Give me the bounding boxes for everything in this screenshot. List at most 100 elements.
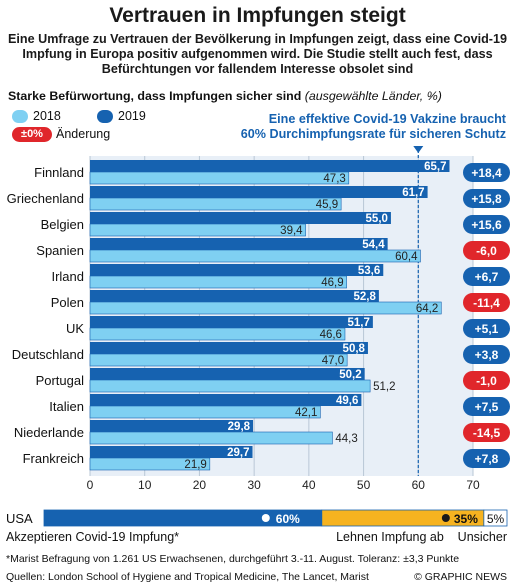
change-badge [463, 319, 510, 338]
value-label-2019: 55,0 [366, 213, 388, 225]
usa-segment-name: Akzeptieren Covid-19 Impfung* [6, 530, 179, 544]
value-label-2018: 60,4 [395, 251, 418, 263]
category-label: Niederlande [14, 425, 84, 440]
category-label: Belgien [41, 217, 84, 232]
x-tick-label: 70 [466, 478, 480, 492]
usa-label: USA [6, 511, 33, 526]
legend-swatch-2019 [97, 110, 113, 123]
value-label-2018: 46,6 [320, 329, 342, 341]
usa-marker-reject [441, 514, 450, 522]
value-label-2018: 21,9 [184, 459, 206, 471]
value-label-2019: 61,7 [402, 187, 424, 199]
value-label-2019: 50,2 [339, 369, 361, 381]
change-badge [463, 449, 510, 468]
x-tick-label: 20 [193, 478, 207, 492]
bar-2018 [89, 301, 442, 315]
bar-2019 [90, 238, 388, 250]
usa-segment-name: Unsicher [458, 530, 507, 544]
legend-change-label: Änderung [56, 127, 111, 141]
category-label: UK [66, 321, 84, 336]
change-label: +18,4 [471, 166, 502, 180]
subtitle-bold: Starke Befürwortung, dass Impfungen sich… [8, 89, 302, 103]
usa-value-label: 35% [454, 512, 478, 526]
bar-2018 [89, 431, 333, 445]
change-label: +3,8 [475, 348, 499, 362]
value-label-2018: 64,2 [416, 303, 438, 315]
bar-2019 [90, 186, 428, 198]
category-label: Portugal [36, 373, 85, 388]
bar-2019 [90, 368, 365, 380]
usa-value-label: 5% [487, 512, 505, 526]
value-label-2018: 51,2 [373, 381, 395, 393]
value-label-2018: 39,4 [280, 225, 303, 237]
usa-footnote: *Marist Befragung von 1.261 US Erwachsen… [6, 553, 460, 565]
x-tick-label: 0 [87, 478, 94, 492]
bar-2018 [89, 275, 347, 289]
usa-segment [483, 509, 508, 527]
subtitle-italic: (ausgewählte Länder, %) [304, 89, 442, 103]
bar-2018 [89, 223, 306, 237]
value-label-2019: 49,6 [336, 395, 358, 407]
category-label: Polen [51, 295, 84, 310]
bar-2019 [90, 290, 379, 302]
x-tick-label: 50 [357, 478, 371, 492]
page-title: Vertrauen in Impfungen steigt [109, 4, 406, 27]
intro-text: Eine Umfrage zu Vertrauen der Bevölkerun… [8, 32, 507, 76]
value-label-2019: 53,6 [358, 265, 380, 277]
value-label-2018: 42,1 [295, 407, 317, 419]
legend-change-badge: ±0% [12, 127, 52, 142]
x-tick-label: 40 [302, 478, 316, 492]
value-label-2018: 45,9 [316, 199, 338, 211]
category-label: Irland [51, 269, 84, 284]
category-label: Spanien [36, 243, 84, 258]
bar-2019 [90, 264, 384, 276]
change-badge [463, 397, 510, 416]
usa-value-label: 60% [276, 512, 300, 526]
source-text: Quellen: London School of Hygiene and Tr… [6, 571, 369, 583]
change-badge [463, 189, 510, 208]
chart-subtitle: Starke Befürwortung, dass Impfungen sich… [8, 89, 508, 103]
value-label-2018: 47,3 [323, 173, 345, 185]
bar-2019 [90, 420, 254, 432]
bar-2018 [89, 197, 342, 211]
bar-2019 [90, 394, 362, 406]
change-badge [463, 371, 510, 390]
bar-2018 [89, 379, 371, 393]
change-label: +6,7 [475, 270, 499, 284]
value-label-2018: 44,3 [335, 433, 357, 445]
target-note-line2: 60% Durchimpfungsrate für sicheren Schut… [240, 127, 506, 141]
value-label-2019: 52,8 [354, 291, 377, 303]
change-label: -14,5 [473, 426, 501, 440]
bar-2018 [89, 405, 321, 419]
change-label: -11,4 [473, 296, 500, 310]
category-label: Frankreich [23, 451, 84, 466]
target-note: Eine effektive Covid-19 Vakzine braucht … [210, 112, 506, 142]
change-badge [463, 163, 510, 182]
change-badge [463, 423, 510, 442]
bar-2019 [90, 316, 373, 328]
change-badge [463, 215, 510, 234]
change-label: -1,0 [476, 374, 497, 388]
bar-2018 [89, 249, 421, 263]
change-label: +15,8 [471, 192, 502, 206]
value-label-2019: 65,7 [424, 161, 446, 173]
change-badge [463, 267, 510, 286]
x-tick-label: 60 [412, 478, 426, 492]
bar-2018 [89, 353, 348, 367]
change-label: +7,8 [475, 452, 499, 466]
bar-2018 [89, 171, 350, 185]
target-note-line1: Eine effektive Covid-19 Vakzine braucht [268, 112, 506, 126]
usa-marker-accept [261, 514, 270, 522]
bar-2019 [90, 160, 450, 172]
x-tick-label: 30 [247, 478, 261, 492]
bar-2019 [90, 212, 391, 224]
target-marker [413, 146, 424, 153]
change-label: +15,6 [471, 218, 502, 232]
value-label-2019: 51,7 [347, 317, 369, 329]
bar-2018 [89, 327, 346, 341]
value-label-2019: 50,8 [343, 343, 366, 355]
value-label-2019: 29,8 [228, 421, 251, 433]
legend-swatch-2018 [12, 110, 28, 123]
bar-2019 [90, 446, 253, 458]
